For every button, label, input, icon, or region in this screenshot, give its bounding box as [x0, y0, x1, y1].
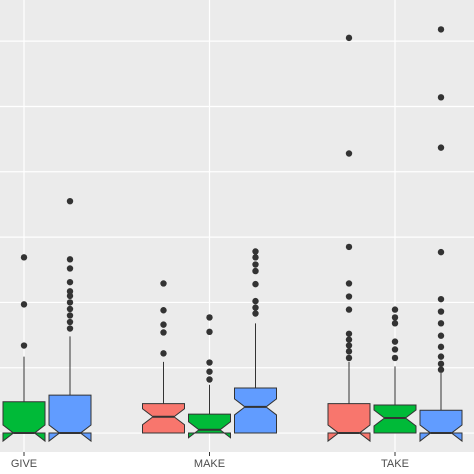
outlier [252, 310, 259, 317]
outlier [66, 299, 74, 306]
outlier [252, 280, 259, 288]
outlier [206, 328, 213, 336]
outlier [66, 318, 74, 326]
outlier [206, 359, 213, 366]
outlier [345, 342, 353, 349]
outlier [437, 26, 445, 33]
outlier [437, 332, 445, 339]
outlier [391, 346, 399, 353]
outlier [345, 336, 353, 343]
outlier [345, 293, 353, 300]
outlier [437, 248, 445, 256]
outlier [345, 34, 353, 42]
outlier [437, 295, 445, 303]
outlier [252, 254, 259, 261]
outlier [20, 342, 28, 349]
outlier [66, 278, 74, 286]
box [234, 387, 277, 434]
outlier [345, 150, 353, 157]
outlier [66, 265, 74, 272]
outlier [66, 325, 74, 332]
outlier [437, 360, 445, 368]
outlier [391, 314, 399, 321]
box [2, 401, 46, 443]
outlier [66, 288, 74, 295]
outlier [20, 254, 28, 261]
outlier [252, 267, 259, 275]
outlier [160, 280, 167, 287]
outlier [252, 297, 259, 305]
outlier [345, 280, 353, 287]
outlier [437, 366, 445, 373]
x-tick-label: GIVE [11, 458, 37, 470]
outlier [206, 368, 213, 375]
x-tick-label: TAKE [381, 458, 409, 470]
outlier [345, 306, 353, 313]
outlier [345, 348, 353, 355]
outlier [345, 243, 353, 251]
outlier [437, 144, 445, 151]
outlier [252, 304, 259, 311]
outlier [345, 330, 353, 337]
box [142, 403, 185, 434]
box [419, 409, 463, 443]
outlier [391, 338, 399, 345]
outlier [160, 350, 167, 357]
outlier [437, 320, 445, 327]
outlier [391, 354, 399, 362]
outlier [206, 314, 213, 321]
outlier [252, 248, 259, 255]
outlier [160, 321, 167, 328]
outlier [252, 261, 259, 268]
outlier [66, 292, 74, 300]
outlier [345, 354, 353, 362]
outlier [437, 308, 445, 315]
box [327, 403, 371, 443]
outlier [160, 329, 167, 336]
panel [0, 0, 474, 452]
outlier [391, 306, 399, 313]
outlier [391, 320, 399, 327]
outlier [66, 305, 74, 313]
outlier [437, 94, 445, 101]
outlier [66, 312, 74, 319]
box [48, 394, 92, 443]
outlier [437, 353, 445, 360]
outlier [66, 197, 74, 205]
x-tick-label: MAKE [194, 458, 225, 470]
outlier [160, 307, 167, 314]
outlier [66, 256, 74, 263]
box [188, 413, 231, 439]
outlier [437, 343, 445, 351]
outlier [206, 376, 213, 383]
outlier [20, 301, 28, 308]
